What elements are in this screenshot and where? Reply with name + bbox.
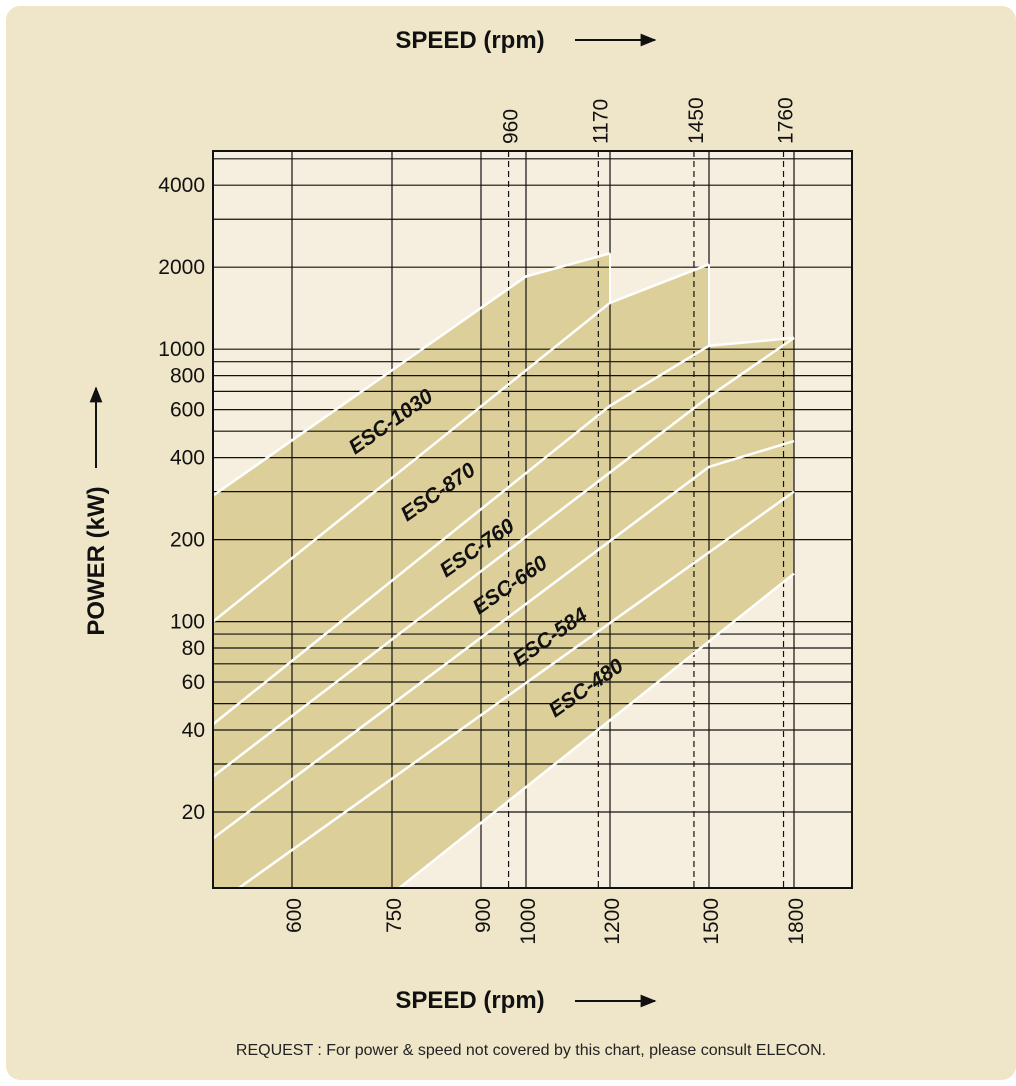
x-tick-label-bottom: 600 (283, 898, 306, 933)
series-line-esc-584 (213, 439, 795, 840)
x-tick-label-bottom: 1000 (517, 898, 540, 945)
plot-area (212, 150, 853, 889)
tick-labels: 20 40 60 80 100 200 400 600 800 1000 2000 4000 600 75… (158, 97, 808, 944)
y-tick-label: 600 (170, 399, 205, 422)
x-tick-label-bottom: 750 (383, 898, 406, 933)
x-tick-label-bottom: 900 (472, 898, 495, 933)
series-line-esc-760 (213, 336, 795, 726)
series-line-esc-1030 (213, 252, 611, 497)
request-note: REQUEST : For power & speed not covered … (235, 1042, 827, 1059)
x-tick-label-top: 1170 (589, 99, 612, 144)
series-layer (213, 252, 795, 888)
x-tick-label-bottom: 1200 (601, 898, 624, 945)
y-tick-label: 4000 (158, 174, 205, 197)
x-tick-label-top: 1450 (685, 97, 708, 144)
x-tick-label-top: 960 (500, 109, 523, 144)
x-tick-label-top: 1760 (775, 97, 798, 144)
grid-layer (213, 151, 852, 888)
envelope-lower-edge (397, 572, 795, 888)
y-tick-label: 800 (170, 365, 205, 388)
y-tick-label: 1000 (158, 338, 205, 361)
y-tick-label: 200 (170, 529, 205, 552)
y-tick-label: 80 (182, 637, 205, 660)
x-tick-label-bottom: 1800 (785, 898, 808, 945)
y-tick-label: 2000 (158, 256, 205, 279)
y-axis-title: POWER (kW) (83, 486, 110, 635)
y-tick-label: 60 (182, 671, 205, 694)
bottom-axis-title: SPEED (rpm) (395, 987, 544, 1014)
plot-frame (212, 150, 853, 889)
y-tick-label: 20 (182, 801, 205, 824)
x-tick-label-bottom: 1500 (700, 898, 723, 945)
y-tick-label: 100 (170, 611, 205, 634)
y-tick-label: 40 (182, 719, 205, 742)
top-axis-title: SPEED (rpm) (395, 27, 544, 54)
series-line-esc-660 (213, 336, 795, 778)
series-line-esc-480 (236, 490, 795, 888)
y-tick-label: 400 (170, 447, 205, 470)
